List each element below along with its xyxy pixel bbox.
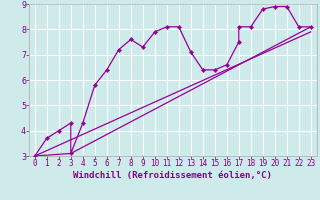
- X-axis label: Windchill (Refroidissement éolien,°C): Windchill (Refroidissement éolien,°C): [73, 171, 272, 180]
